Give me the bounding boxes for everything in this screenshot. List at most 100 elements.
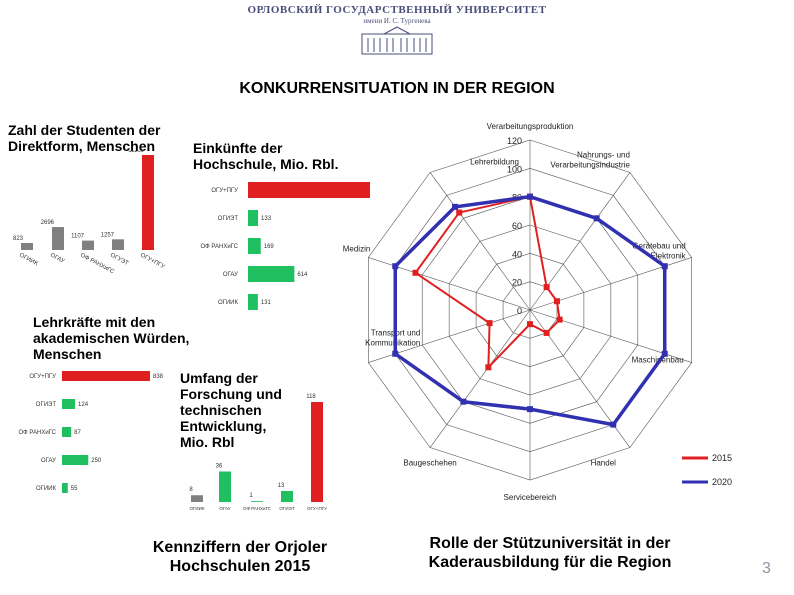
income-category-label: ОГУ+ПГУ bbox=[211, 188, 238, 194]
radar-tick-label: 100 bbox=[507, 164, 522, 174]
teachers-category-label: ОФ РАНХиГС bbox=[19, 430, 57, 436]
radar-tick-label: 0 bbox=[517, 306, 522, 316]
radar-point bbox=[486, 320, 493, 327]
students-bar bbox=[82, 240, 94, 250]
teachers-category-label: ОГИИК bbox=[36, 486, 57, 492]
radar-axis-label: Kommunikation bbox=[365, 339, 420, 348]
university-building-logo bbox=[361, 26, 433, 55]
radar-spoke bbox=[429, 172, 531, 311]
income-bar bbox=[248, 182, 370, 198]
income-bar bbox=[248, 238, 261, 254]
students-value-label: 2696 bbox=[41, 220, 55, 226]
teachers-value-label: 87 bbox=[74, 430, 81, 436]
income-value-label: 131 bbox=[261, 300, 272, 306]
teachers-bar bbox=[62, 371, 150, 381]
research-value-label: 118 bbox=[306, 394, 316, 400]
page-number: 3 bbox=[762, 560, 771, 577]
radar-axis-label: Nahrungs- und bbox=[577, 150, 630, 159]
teachers-category-label: ОГАУ bbox=[41, 458, 56, 464]
income-value-label: 614 bbox=[297, 272, 308, 278]
research-category-label: ОГАУ bbox=[219, 506, 230, 511]
income-value-label: 133 bbox=[261, 216, 272, 222]
radar-point bbox=[527, 193, 533, 200]
radar-tick-label: 20 bbox=[512, 278, 522, 288]
research-bar bbox=[311, 402, 323, 502]
research-bar bbox=[251, 501, 263, 502]
teachers-category-label: ОГУ+ПГУ bbox=[29, 374, 56, 380]
radar-point bbox=[543, 284, 550, 291]
university-subtitle: имени И. С. Тургенева bbox=[363, 17, 431, 25]
income-bar-chart: ОГУ+ПГУ1722ОГИЭТ133ОФ РАНХиГС169ОГАУ614О… bbox=[201, 182, 370, 310]
teachers-bar bbox=[62, 399, 76, 409]
radar-axis-label: Verarbeitungsindustrie bbox=[550, 160, 630, 169]
research-bar bbox=[281, 490, 293, 502]
research-bar bbox=[191, 495, 203, 502]
radar-point bbox=[452, 203, 459, 210]
students-value-label: 823 bbox=[13, 236, 24, 242]
radar-chart: 020406080100120VerarbeitungsproduktionNa… bbox=[343, 122, 732, 502]
students-bar bbox=[142, 155, 154, 250]
radar-point bbox=[527, 321, 533, 328]
students-chart-title: Zahl der Studenten der Direktform, Mensc… bbox=[8, 122, 161, 154]
research-bar bbox=[219, 471, 231, 502]
teachers-value-label: 250 bbox=[91, 458, 102, 464]
research-category-label: ОГИЭТ bbox=[279, 506, 294, 511]
students-value-label: 11169 bbox=[128, 150, 144, 154]
radar-point bbox=[412, 269, 419, 276]
teachers-bar bbox=[62, 427, 72, 437]
income-category-label: ОФ РАНХиГС bbox=[201, 244, 239, 250]
students-category-label: ОГИИК bbox=[18, 252, 39, 267]
radar-tick-label: 60 bbox=[512, 221, 522, 231]
students-bar bbox=[21, 242, 33, 250]
students-value-label: 1107 bbox=[71, 234, 85, 240]
students-value-label: 1257 bbox=[101, 232, 115, 238]
university-name: ОРЛОВСКИЙ ГОСУДАРСТВЕННЫЙ УНИВЕРСИТЕТ bbox=[247, 4, 547, 16]
income-category-label: ОГИЭТ bbox=[218, 216, 239, 222]
radar-axis-label: Maschinenbau bbox=[632, 356, 684, 365]
teachers-bar bbox=[62, 483, 68, 493]
radar-point bbox=[543, 329, 550, 336]
teachers-category-label: ОГИЭТ bbox=[36, 402, 57, 408]
radar-axis-label: Verarbeitungsproduktion bbox=[487, 122, 574, 131]
radar-point bbox=[456, 209, 463, 216]
radar-axis-label: Medizin bbox=[343, 244, 371, 253]
radar-axis-label: Elektronik bbox=[651, 251, 687, 260]
teachers-chart-title: Lehrkräfte mit den akademischen Würden, … bbox=[33, 314, 190, 362]
radar-tick-label: 40 bbox=[512, 249, 522, 259]
radar-point bbox=[460, 398, 467, 405]
radar-axis-label: Gerätebau und bbox=[632, 241, 685, 250]
teachers-value-label: 124 bbox=[78, 402, 89, 408]
students-category-label: ОГАУ bbox=[49, 252, 65, 264]
radar-point bbox=[661, 350, 668, 357]
radar-point bbox=[527, 406, 533, 413]
slide-title: KONKURRENSITUATION IN DER REGION bbox=[239, 80, 555, 97]
radar-axis-label: Baugeschehen bbox=[403, 459, 456, 468]
income-bar bbox=[248, 210, 259, 226]
students-bar bbox=[52, 227, 64, 250]
income-bar bbox=[248, 266, 295, 282]
research-category-label: ОГУ+ПГУ bbox=[307, 506, 327, 511]
radar-point bbox=[392, 350, 399, 357]
income-value-label: 169 bbox=[264, 244, 275, 250]
teachers-bar bbox=[62, 455, 89, 465]
radar-axis-label: Lehrerbildung bbox=[470, 157, 519, 166]
research-value-label: 8 bbox=[189, 487, 193, 493]
radar-point bbox=[392, 263, 399, 270]
income-chart-title: Einkünfte der Hochschule, Mio. Rbl. bbox=[193, 140, 339, 172]
income-category-label: ОГИИК bbox=[218, 300, 239, 306]
radar-legend-label: 2020 bbox=[712, 477, 732, 487]
radar-point bbox=[556, 316, 563, 323]
research-value-label: 1 bbox=[249, 493, 253, 499]
income-bar bbox=[248, 294, 258, 310]
footer-right-caption: Rolle der Stützuniversität in der Kadera… bbox=[428, 535, 672, 571]
income-category-label: ОГАУ bbox=[223, 272, 238, 278]
teachers-value-label: 838 bbox=[153, 374, 164, 380]
radar-point bbox=[593, 215, 600, 222]
research-category-label: ОФ РАНХиГС bbox=[243, 506, 272, 511]
students-category-label: ОГУ+ПГУ bbox=[139, 252, 165, 270]
radar-point bbox=[661, 263, 668, 270]
radar-legend-label: 2015 bbox=[712, 453, 732, 463]
research-value-label: 36 bbox=[216, 463, 223, 469]
students-bar bbox=[112, 239, 124, 250]
